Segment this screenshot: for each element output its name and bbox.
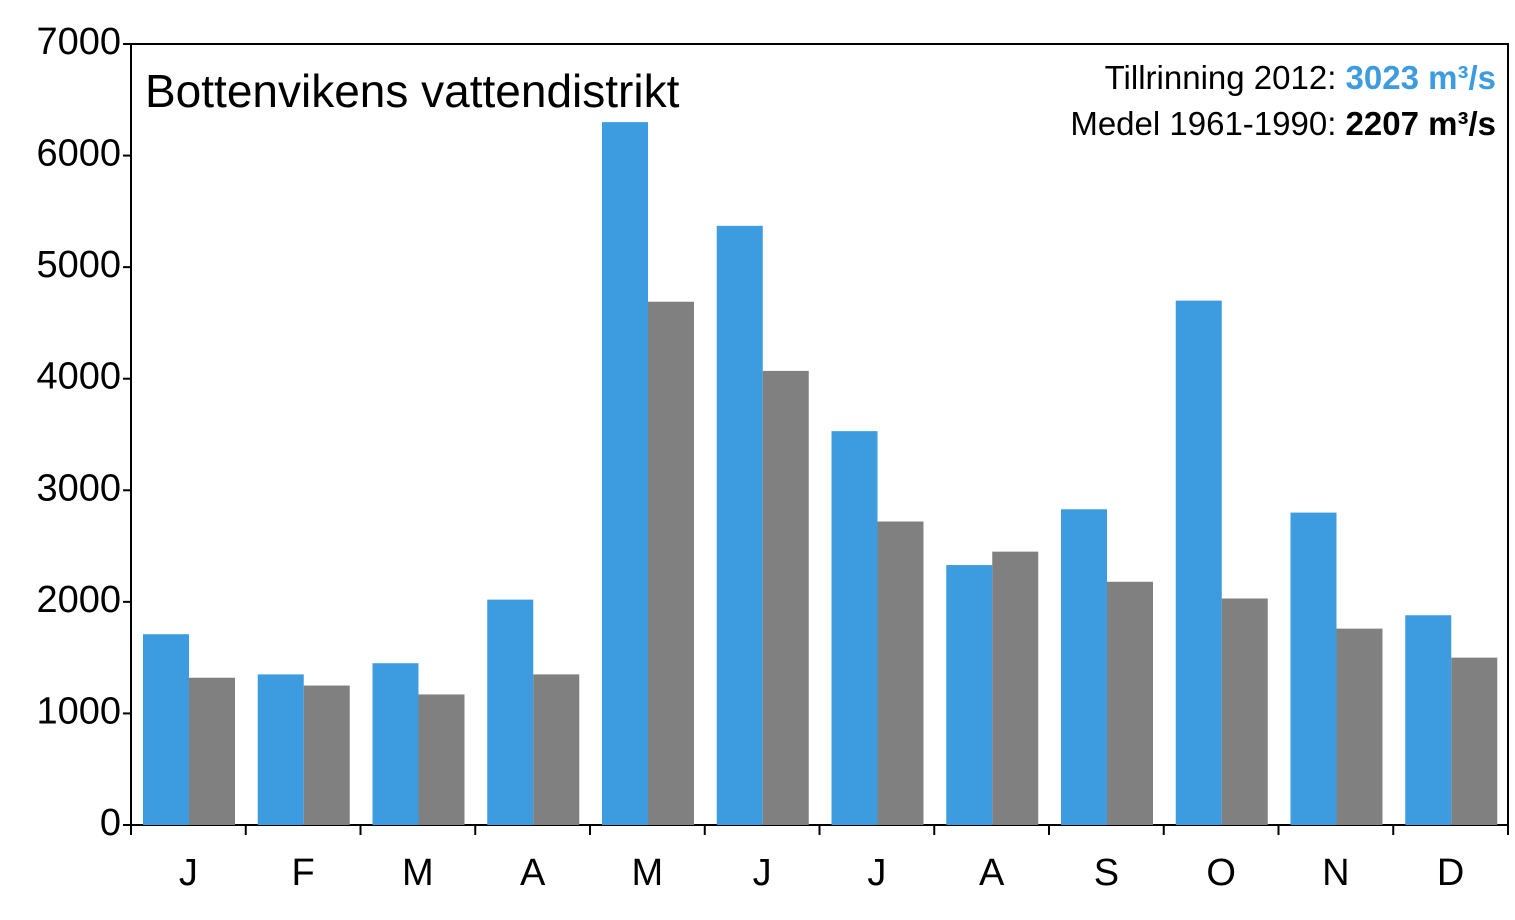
x-tick-label: O (1206, 852, 1236, 894)
y-tick-label: 6000 (36, 133, 121, 175)
bar (1336, 628, 1383, 825)
annotation-value: 3023 (1346, 59, 1419, 96)
x-tick-label: M (632, 852, 664, 894)
x-tick-label: J (179, 852, 198, 894)
bar (1451, 657, 1498, 825)
x-tick-label: J (867, 852, 886, 894)
annotation: Tillrinning 2012: 3023 m³/s (1105, 59, 1496, 96)
y-tick-label: 7000 (36, 21, 121, 63)
y-tick-label: 0 (100, 802, 121, 844)
y-tick-label: 2000 (36, 579, 121, 621)
x-tick-label: M (402, 852, 434, 894)
bar (1405, 615, 1452, 825)
x-tick-label: D (1437, 852, 1464, 894)
bar (877, 521, 924, 825)
x-tick-label: S (1094, 852, 1119, 894)
bar (602, 122, 648, 826)
x-tick-label: J (753, 852, 772, 894)
annotation-label: Tillrinning 2012: (1105, 59, 1337, 96)
annotation-unit: m³/s (1428, 105, 1496, 142)
bar (418, 694, 465, 825)
bar (257, 674, 304, 825)
bar (716, 225, 763, 825)
bar (1061, 509, 1107, 825)
bar (189, 677, 235, 825)
bar (533, 674, 580, 825)
bar (1107, 581, 1153, 825)
bar (487, 599, 534, 825)
bar (1290, 512, 1337, 825)
chart-title: Bottenvikens vattendistrikt (145, 65, 680, 117)
y-tick-label: 4000 (36, 356, 121, 398)
bar (831, 431, 878, 825)
bar (648, 301, 694, 826)
y-tick-label: 3000 (36, 467, 121, 509)
bar (946, 565, 993, 825)
annotation-label: Medel 1961-1990: (1070, 105, 1336, 142)
x-tick-label: A (979, 852, 1005, 894)
bar (1221, 598, 1268, 825)
bar (303, 685, 350, 825)
y-tick-label: 1000 (36, 690, 121, 732)
bar (372, 663, 419, 825)
x-tick-label: A (520, 852, 546, 894)
annotation-value: 2207 (1346, 105, 1419, 142)
x-tick-label: F (292, 852, 315, 894)
annotation-unit: m³/s (1428, 59, 1496, 96)
annotation: Medel 1961-1990: 2207 m³/s (1070, 105, 1496, 142)
bar (1175, 300, 1222, 826)
bar (992, 551, 1039, 825)
x-tick-label: N (1322, 852, 1349, 894)
bar (143, 634, 189, 825)
bar (762, 370, 809, 825)
y-tick-label: 5000 (36, 244, 121, 286)
